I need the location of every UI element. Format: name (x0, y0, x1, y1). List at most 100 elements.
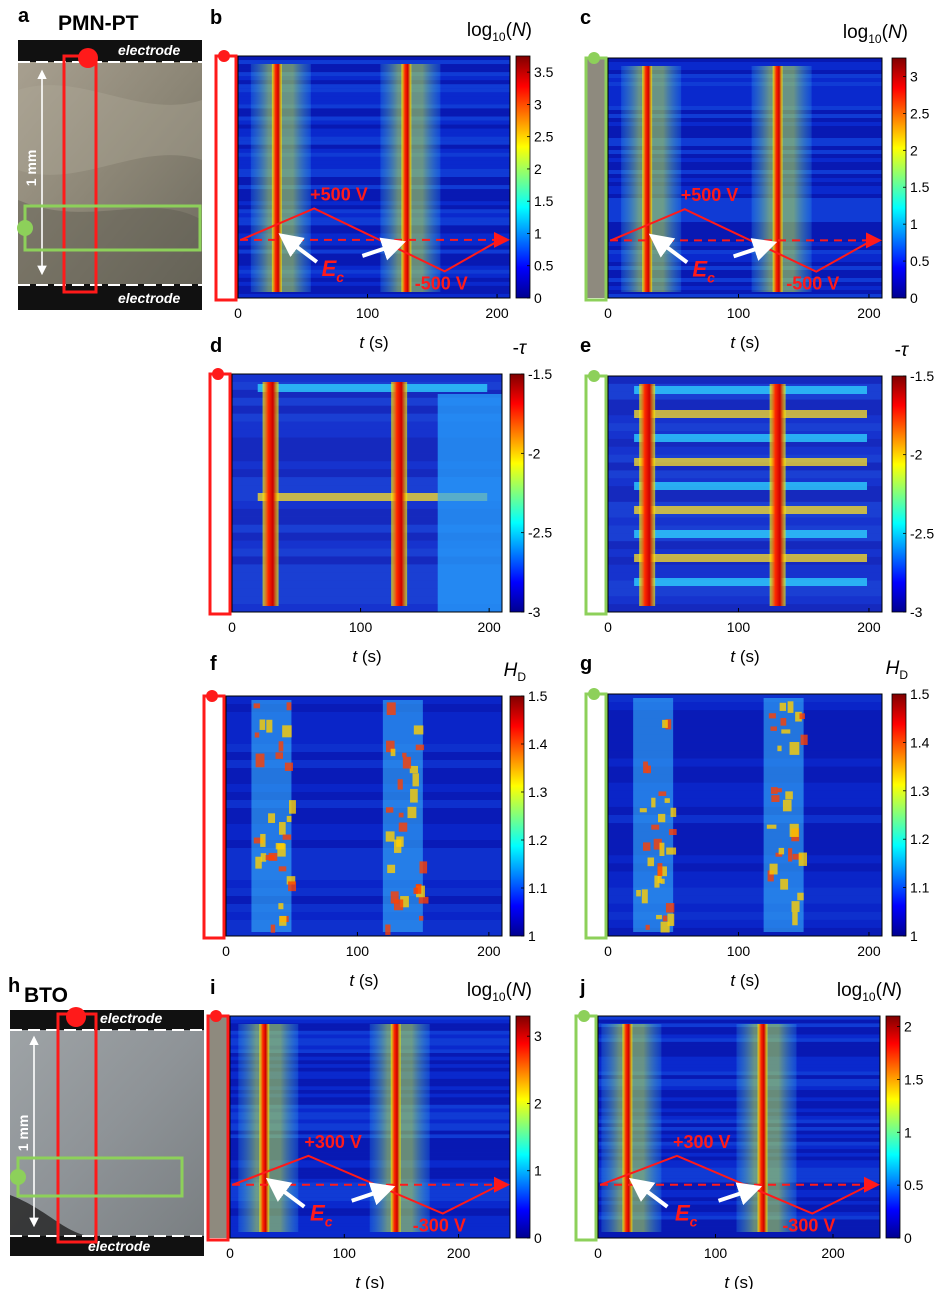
ec-arrow-2-j (717, 1182, 763, 1206)
colorbar-tick-d-3: -3 (528, 604, 541, 620)
material-label-bto-text: BTO (24, 984, 68, 1007)
panel-letter-i: i (210, 977, 216, 999)
colorbar-tick-e-0: -1.5 (910, 368, 934, 384)
band-glow-g-1 (763, 698, 804, 932)
green-roi-marker-a (17, 220, 33, 236)
colorbar-tick-b-2: 2.5 (534, 129, 554, 145)
colorbar-tick-i-1: 2 (534, 1095, 542, 1111)
colorbar-title-b: log10(N) (467, 20, 532, 44)
colorbar-g (891, 693, 907, 937)
heatmap-texture-f (226, 696, 502, 936)
ec-label-i: Ec (310, 1201, 333, 1230)
roi-strip-j (574, 1014, 598, 1242)
x-tick-label-i-1: 100 (333, 1245, 357, 1261)
switching-bands-d (262, 382, 408, 606)
x-tick-label-j-1: 100 (704, 1245, 728, 1261)
colorbar-i (515, 1015, 531, 1239)
colorbar-tick-g-0: 1.5 (910, 686, 930, 702)
colorbar-d (509, 373, 525, 613)
switching-bands-j (601, 1024, 797, 1232)
colorbar-tick-f-3: 1.2 (528, 832, 548, 848)
colorbar-tick-g-2: 1.3 (910, 783, 930, 799)
heatmap-texture-g (608, 694, 882, 936)
colorbar-tick-c-4: 1 (910, 216, 918, 232)
scale-label-a: 1 mm (23, 150, 39, 187)
roi-marker-e (588, 370, 600, 382)
colorbar-tick-f-1: 1.4 (528, 736, 548, 752)
panel-g: 0 100 200 t (s) 1.5 1.4 1.3 1.2 1.1 1 HD (584, 658, 930, 990)
colorbar-tick-c-5: 0.5 (910, 253, 930, 269)
colorbar-title-c: log10(N) (843, 22, 908, 46)
colorbar-tick-e-1: -2 (910, 447, 923, 463)
panel-letter-g: g (580, 653, 592, 675)
colorbar-tick-b-4: 1.5 (534, 193, 554, 209)
voltage-down-label-j: -300 V (782, 1216, 835, 1236)
colorbar-tick-b-1: 3 (534, 96, 542, 112)
panel-letter-h: h (8, 975, 20, 997)
ec-label-j: Ec (675, 1201, 698, 1230)
colorbar-tick-j-3: 0.5 (904, 1177, 924, 1193)
x-tick-label-j-2: 200 (821, 1245, 845, 1261)
x-tick-label-f-0: 0 (222, 943, 230, 959)
voltage-up-label-j: +300 V (673, 1132, 731, 1152)
x-tick-label-i-2: 200 (447, 1245, 471, 1261)
x-tick-label-b-1: 100 (356, 305, 380, 321)
band-core-e-0 (639, 384, 656, 606)
colorbar-tick-g-4: 1.1 (910, 880, 930, 896)
x-tick-label-g-1: 100 (727, 943, 751, 959)
roi-marker-i (210, 1010, 222, 1022)
roi-photo-strip-i (208, 1016, 228, 1238)
x-tick-label-i-0: 0 (226, 1245, 234, 1261)
x-tick-label-e-2: 200 (857, 619, 881, 635)
ec-arrow-2-i (351, 1182, 396, 1206)
colorbar-tick-d-1: -2 (528, 445, 541, 461)
ec-label-b: Ec (322, 256, 345, 285)
panel-letter-f: f (210, 653, 217, 675)
x-tick-label-e-1: 100 (727, 619, 751, 635)
colorbar-tick-j-4: 0 (904, 1230, 912, 1246)
band-core-e-1 (769, 384, 786, 606)
panel-j: 0 100 200 t (s) 2 1.5 1 0.5 0 log10(N) +300 V -300 … (574, 980, 924, 1289)
colorbar-tick-g-5: 1 (910, 928, 918, 944)
panel-c: 0 100 200 t (s) 3 2.5 2 1.5 1 0.5 0 log10(N) +500 V -… (584, 22, 930, 352)
voltage-up-label-b: +500 V (310, 184, 368, 204)
roi-marker-g (588, 688, 600, 700)
colorbar-tick-i-2: 1 (534, 1163, 542, 1179)
colorbar-tick-j-0: 2 (904, 1019, 912, 1035)
roi-strip-b (214, 54, 238, 302)
voltage-down-label-b: -500 V (415, 273, 468, 293)
x-axis-label-f: t (s) (349, 971, 378, 990)
voltage-triangle-c (610, 208, 873, 273)
voltage-overlay-c: +500 V -500 V Ec (610, 185, 882, 294)
colorbar-tick-f-0: 1.5 (528, 688, 548, 704)
colorbar-tick-i-3: 0 (534, 1230, 542, 1246)
red-roi-marker-h (66, 1007, 86, 1027)
colorbar-tick-j-2: 1 (904, 1124, 912, 1140)
plot-frame-i (229, 1015, 511, 1239)
colorbar-c (891, 57, 907, 299)
electrode-label-bottom-a: electrode (118, 290, 180, 306)
x-tick-label-d-1: 100 (349, 619, 373, 635)
x-tick-label-d-2: 200 (477, 619, 501, 635)
band-core-j-0 (622, 1024, 633, 1232)
colorbar-tick-b-0: 3.5 (534, 64, 554, 80)
colorbar-tick-f-2: 1.3 (528, 784, 548, 800)
material-label-pmnpt: PMN-PT (58, 12, 139, 35)
band-core-c-0 (642, 66, 653, 292)
roi-marker-b (218, 50, 230, 62)
heatmap-texture-b (238, 56, 510, 298)
x-tick-label-c-1: 100 (727, 305, 751, 321)
band-glow-g-0 (633, 698, 674, 932)
roi-marker-d (212, 368, 224, 380)
x-tick-label-e-0: 0 (604, 619, 612, 635)
scale-label-h: 1 mm (15, 1115, 31, 1152)
panel-letter-a: a (18, 5, 30, 27)
colorbar-tick-b-7: 0 (534, 290, 542, 306)
x-tick-label-f-2: 200 (477, 943, 501, 959)
colorbar-e (891, 375, 907, 613)
panel-i: 0 100 200 t (s) 3 2 1 0 log10(N) +300 V -300 V Ec (206, 980, 542, 1289)
colorbar-title-j: log10(N) (837, 980, 902, 1004)
band-core-c-1 (772, 66, 783, 292)
panel-f: 0 100 200 t (s) 1.5 1.4 1.3 1.2 1.1 1 HD (202, 660, 548, 990)
